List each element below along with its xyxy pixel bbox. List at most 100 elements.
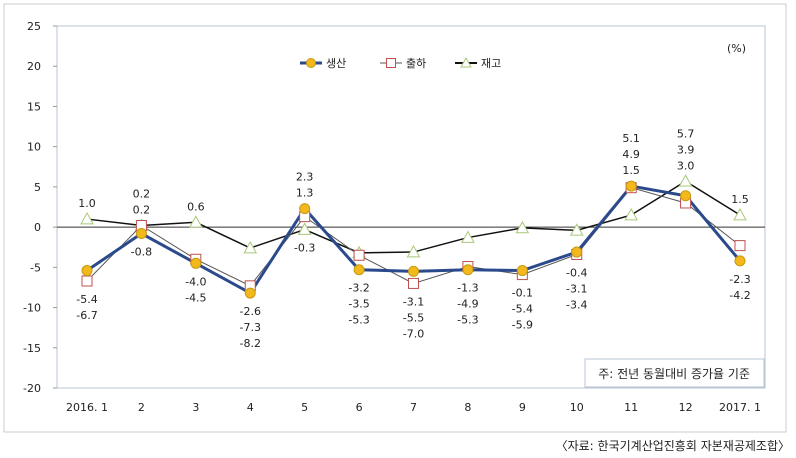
data-label: -1.3 xyxy=(457,282,478,295)
point-재고 xyxy=(461,230,475,243)
data-label: 1.5 xyxy=(622,164,640,177)
data-label: -5.3 xyxy=(457,314,478,327)
data-label: -7.3 xyxy=(240,321,261,334)
point-생산 xyxy=(353,264,365,276)
x-tick-label: 7 xyxy=(410,401,417,414)
data-label: -3.5 xyxy=(348,298,369,311)
point-생산 xyxy=(408,265,419,277)
note-text: 주: 전년 동월대비 증가율 기준 xyxy=(598,367,750,381)
legend-label: 출하 xyxy=(406,56,426,70)
data-label: -4.2 xyxy=(729,289,750,302)
data-label: -0.3 xyxy=(294,242,315,255)
y-tick-label: 10 xyxy=(27,141,41,154)
x-tick-label: 9 xyxy=(519,401,526,414)
data-label: -5.9 xyxy=(512,319,533,332)
data-label: -0.8 xyxy=(131,246,152,259)
point-재고 xyxy=(678,174,693,187)
source-text: 〈자료: 한국기계산업진흥회 자본재공제조합〉 xyxy=(556,439,790,453)
point-생산 xyxy=(299,203,311,215)
point-생산 xyxy=(680,190,692,202)
data-label: -4.0 xyxy=(185,275,206,288)
point-재고 xyxy=(460,56,472,68)
legend-label: 재고 xyxy=(481,57,501,70)
data-label: -3.1 xyxy=(566,282,587,295)
x-tick-label: 3 xyxy=(192,401,199,414)
point-생산 xyxy=(306,58,316,68)
data-label: -5.4 xyxy=(76,293,97,306)
data-label: 1.3 xyxy=(296,187,314,200)
data-label: -3.1 xyxy=(403,295,424,308)
x-tick-label: 2017. 1 xyxy=(719,401,761,414)
data-label: -3.4 xyxy=(566,298,587,311)
x-tick-label: 4 xyxy=(247,401,254,414)
data-label: 3.9 xyxy=(677,143,695,156)
point-출하 xyxy=(408,277,419,289)
data-label: 0.6 xyxy=(187,200,205,213)
point-생산 xyxy=(135,228,147,240)
y-tick-label: 20 xyxy=(27,60,41,73)
y-tick-label: -5 xyxy=(30,261,41,274)
data-label: 3.0 xyxy=(677,159,695,172)
point-재고 xyxy=(733,208,747,221)
point-출하 xyxy=(386,58,396,68)
point-생산 xyxy=(244,287,256,299)
point-생산 xyxy=(81,265,93,277)
point-재고 xyxy=(406,245,421,258)
x-tick-label: 8 xyxy=(464,401,471,414)
data-label: -8.2 xyxy=(240,337,261,350)
data-label: -4.5 xyxy=(185,291,206,304)
data-label: 0.2 xyxy=(133,204,151,217)
plot-area xyxy=(56,25,766,389)
x-tick-label: 6 xyxy=(356,401,363,414)
note-box xyxy=(584,358,765,388)
series-line-재고 xyxy=(86,180,741,254)
x-tick-label: 12 xyxy=(679,401,693,414)
point-재고 xyxy=(624,208,639,221)
data-label: 0.2 xyxy=(133,188,151,201)
x-tick-label: 2 xyxy=(138,401,145,414)
data-label: 5.7 xyxy=(677,127,695,140)
unit-label: (%) xyxy=(727,42,746,55)
data-label: -5.5 xyxy=(403,311,424,324)
point-생산 xyxy=(462,264,474,276)
data-label: -0.1 xyxy=(512,287,533,300)
data-label: 1.0 xyxy=(78,197,96,210)
data-label: -6.7 xyxy=(76,309,97,322)
chart-frame xyxy=(3,3,787,433)
y-tick-label: -10 xyxy=(23,302,41,315)
y-tick-label: -15 xyxy=(23,342,41,355)
legend-label: 생산 xyxy=(326,57,346,70)
point-재고 xyxy=(297,222,312,235)
data-label: -3.2 xyxy=(348,282,369,295)
point-생산 xyxy=(516,265,528,277)
x-tick-label: 11 xyxy=(624,401,638,414)
y-tick-label: 0 xyxy=(34,221,41,234)
point-재고 xyxy=(243,240,258,254)
data-label: -5.3 xyxy=(348,314,369,327)
y-tick-label: 15 xyxy=(27,100,41,113)
data-label: -7.0 xyxy=(403,327,424,340)
data-label: 5.1 xyxy=(622,132,640,145)
data-label: 2.3 xyxy=(296,171,314,184)
point-출하 xyxy=(81,275,93,287)
y-tick-label: 5 xyxy=(34,181,41,194)
data-label: -4.9 xyxy=(457,298,478,311)
point-재고 xyxy=(515,220,530,234)
point-생산 xyxy=(571,246,583,258)
point-재고 xyxy=(569,223,584,236)
x-tick-label: 5 xyxy=(301,401,308,414)
x-tick-label: 10 xyxy=(570,401,584,414)
point-재고 xyxy=(80,212,94,225)
data-label: 1.5 xyxy=(731,193,749,206)
point-재고 xyxy=(188,215,203,228)
point-출하 xyxy=(353,249,365,261)
y-tick-label: -20 xyxy=(23,382,41,395)
data-label: 4.9 xyxy=(622,148,640,161)
data-label: -2.3 xyxy=(729,273,750,286)
point-생산 xyxy=(734,255,746,267)
data-label: -0.4 xyxy=(566,266,587,279)
data-label: -2.6 xyxy=(240,305,261,318)
y-tick-label: 25 xyxy=(27,20,41,33)
data-label: -5.4 xyxy=(512,303,533,316)
